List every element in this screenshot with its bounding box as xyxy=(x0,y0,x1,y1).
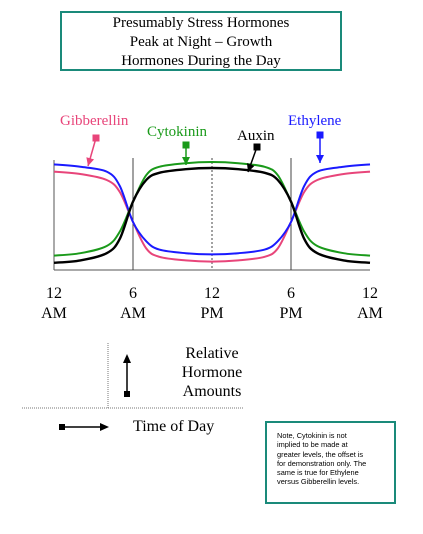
x-tick-4-bottom: AM xyxy=(357,305,383,322)
x-tick-3-top: 6 xyxy=(287,285,295,302)
title-line-1: Presumably Stress Hormones xyxy=(112,15,290,31)
cytokinin-arrow-head xyxy=(182,157,190,165)
x-tick-0-bottom: AM xyxy=(41,305,67,322)
auxin-line xyxy=(53,166,371,264)
x-tick-4-top: 12 xyxy=(362,285,378,302)
gibberellin-label: Gibberellin xyxy=(60,113,129,129)
auxin-arrow-head xyxy=(246,163,255,172)
title-line-2: Peak at Night – Growth xyxy=(129,34,273,50)
note-line-4: for demonstration only. The xyxy=(277,458,367,468)
auxin-arrow-tail xyxy=(253,143,261,151)
cytokinin-arrow-tail xyxy=(182,141,190,149)
title-line-3: Hormones During the Day xyxy=(121,53,281,69)
note-line-5: same is true for Ethylene xyxy=(277,468,359,478)
note-line-2: implied to be made at xyxy=(277,440,348,450)
cytokinin-line xyxy=(53,160,371,257)
x-tick-0-top: 12 xyxy=(46,285,62,302)
gibberellin-line xyxy=(53,170,371,263)
amount-arrow-head xyxy=(123,354,131,363)
time-arrow-head xyxy=(100,423,109,431)
note-line-6: versus Gibberellin levels. xyxy=(277,477,360,487)
gibberellin-arrow-head xyxy=(86,157,95,166)
ethylene-arrow-tail xyxy=(316,131,324,139)
x-tick-2-bottom: PM xyxy=(200,305,223,322)
x-tick-1-bottom: AM xyxy=(120,305,146,322)
ethylene-label: Ethylene xyxy=(288,113,342,129)
legend-y-label-1: Hormone xyxy=(182,364,242,381)
ethylene-arrow-head xyxy=(316,155,324,163)
x-tick-1-top: 6 xyxy=(129,285,137,302)
legend-y-label-2: Amounts xyxy=(183,383,242,400)
time-arrow-tail xyxy=(59,424,65,430)
legend-y-label-0: Relative xyxy=(185,345,238,362)
x-tick-2-top: 12 xyxy=(204,285,220,302)
note-line-1: Note, Cytokinin is not xyxy=(277,431,347,440)
legend-x-label: Time of Day xyxy=(133,418,214,435)
amount-arrow-tail xyxy=(124,391,130,397)
note-line-3: greater levels, the offset is xyxy=(277,449,364,459)
chart-title: Presumably Stress Hormones Peak at Night… xyxy=(60,11,342,71)
auxin-label: Auxin xyxy=(237,128,275,144)
cytokinin-label: Cytokinin xyxy=(147,124,208,140)
gibberellin-arrow-tail xyxy=(92,134,100,142)
x-tick-3-bottom: PM xyxy=(279,305,302,322)
note-box: Note, Cytokinin is not implied to be mad… xyxy=(265,421,396,504)
ethylene-line xyxy=(53,163,371,256)
